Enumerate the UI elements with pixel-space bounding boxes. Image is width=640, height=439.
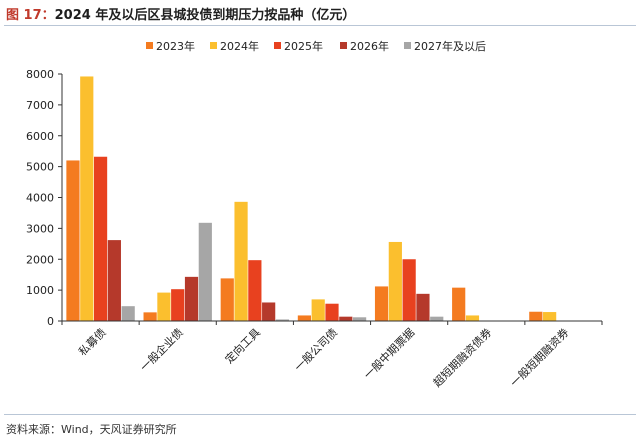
bar (66, 160, 80, 321)
legend-label: 2024年 (220, 39, 259, 53)
y-tick-label: 6000 (26, 130, 54, 143)
bar (339, 316, 353, 321)
bar (297, 315, 311, 321)
bar (543, 312, 557, 321)
bar (416, 293, 430, 321)
bar (157, 292, 171, 321)
legend-swatch (274, 42, 281, 49)
bar (198, 222, 212, 321)
bar (430, 316, 444, 321)
y-tick-label: 4000 (26, 192, 54, 205)
bar (248, 260, 262, 321)
source-note: 资料来源：Wind，天风证券研究所 (6, 423, 177, 436)
y-tick-label: 0 (47, 315, 54, 328)
bar (80, 76, 94, 321)
legend-label: 2027年及以后 (414, 39, 486, 53)
bar (275, 319, 290, 321)
bar (529, 311, 543, 321)
chart-title: 图 17：2024 年及以后区县城投债到期压力按品种（亿元） (6, 4, 355, 23)
bar (353, 317, 367, 321)
x-tick-label: 超短期融资债券 (430, 325, 494, 389)
legend-label: 2023年 (156, 39, 195, 53)
x-tick-label: 私募债 (75, 325, 108, 358)
y-tick-label: 7000 (26, 99, 54, 112)
bar (93, 156, 108, 321)
legend-label: 2026年 (350, 39, 389, 53)
bars (66, 76, 557, 321)
figure-label: 图 17： (6, 8, 55, 23)
y-tick-label: 3000 (26, 222, 54, 235)
legend-swatch (340, 42, 347, 49)
bar (325, 303, 339, 321)
y-tick-label: 2000 (26, 253, 54, 266)
y-tick-label: 8000 (26, 68, 54, 81)
legend-swatch (146, 42, 153, 49)
x-tick-label: 一般企业债 (137, 325, 186, 374)
y-tick-label: 1000 (26, 284, 54, 297)
x-tick-label: 一般中期票据 (361, 325, 418, 382)
footer-divider (4, 414, 636, 415)
bar (171, 289, 185, 321)
bar (107, 240, 121, 321)
legend-swatch (404, 42, 411, 49)
x-tick-label: 一般公司债 (291, 325, 340, 374)
bar (121, 306, 135, 321)
bar (465, 315, 480, 321)
y-tick-label: 5000 (26, 161, 54, 174)
legend-swatch (210, 42, 217, 49)
legend-label: 2025年 (284, 39, 323, 53)
legend: 2023年 2024年 2025年 2026年 2027年及以后 (146, 39, 486, 53)
x-axis: 私募债 一般企业债 定向工具 一般公司债 一般中期票据 超短期融资债券 一般短期融资券 (61, 320, 603, 390)
bar (452, 287, 466, 321)
bar (143, 312, 157, 321)
y-axis: 0 1000 2000 3000 4000 5000 6000 7000 8000 (26, 68, 63, 328)
bar (374, 286, 389, 321)
bar (262, 302, 276, 321)
figure-title: 2024 年及以后区县城投债到期压力按品种（亿元） (54, 8, 356, 23)
bar (220, 278, 234, 321)
bar (184, 276, 199, 321)
bar (311, 299, 325, 321)
bar (388, 241, 402, 321)
bar (234, 201, 248, 321)
x-tick-label: 一般短期融资券 (507, 325, 571, 389)
title-divider (4, 25, 636, 26)
x-tick-label: 定向工具 (222, 325, 263, 366)
bar (402, 259, 416, 321)
